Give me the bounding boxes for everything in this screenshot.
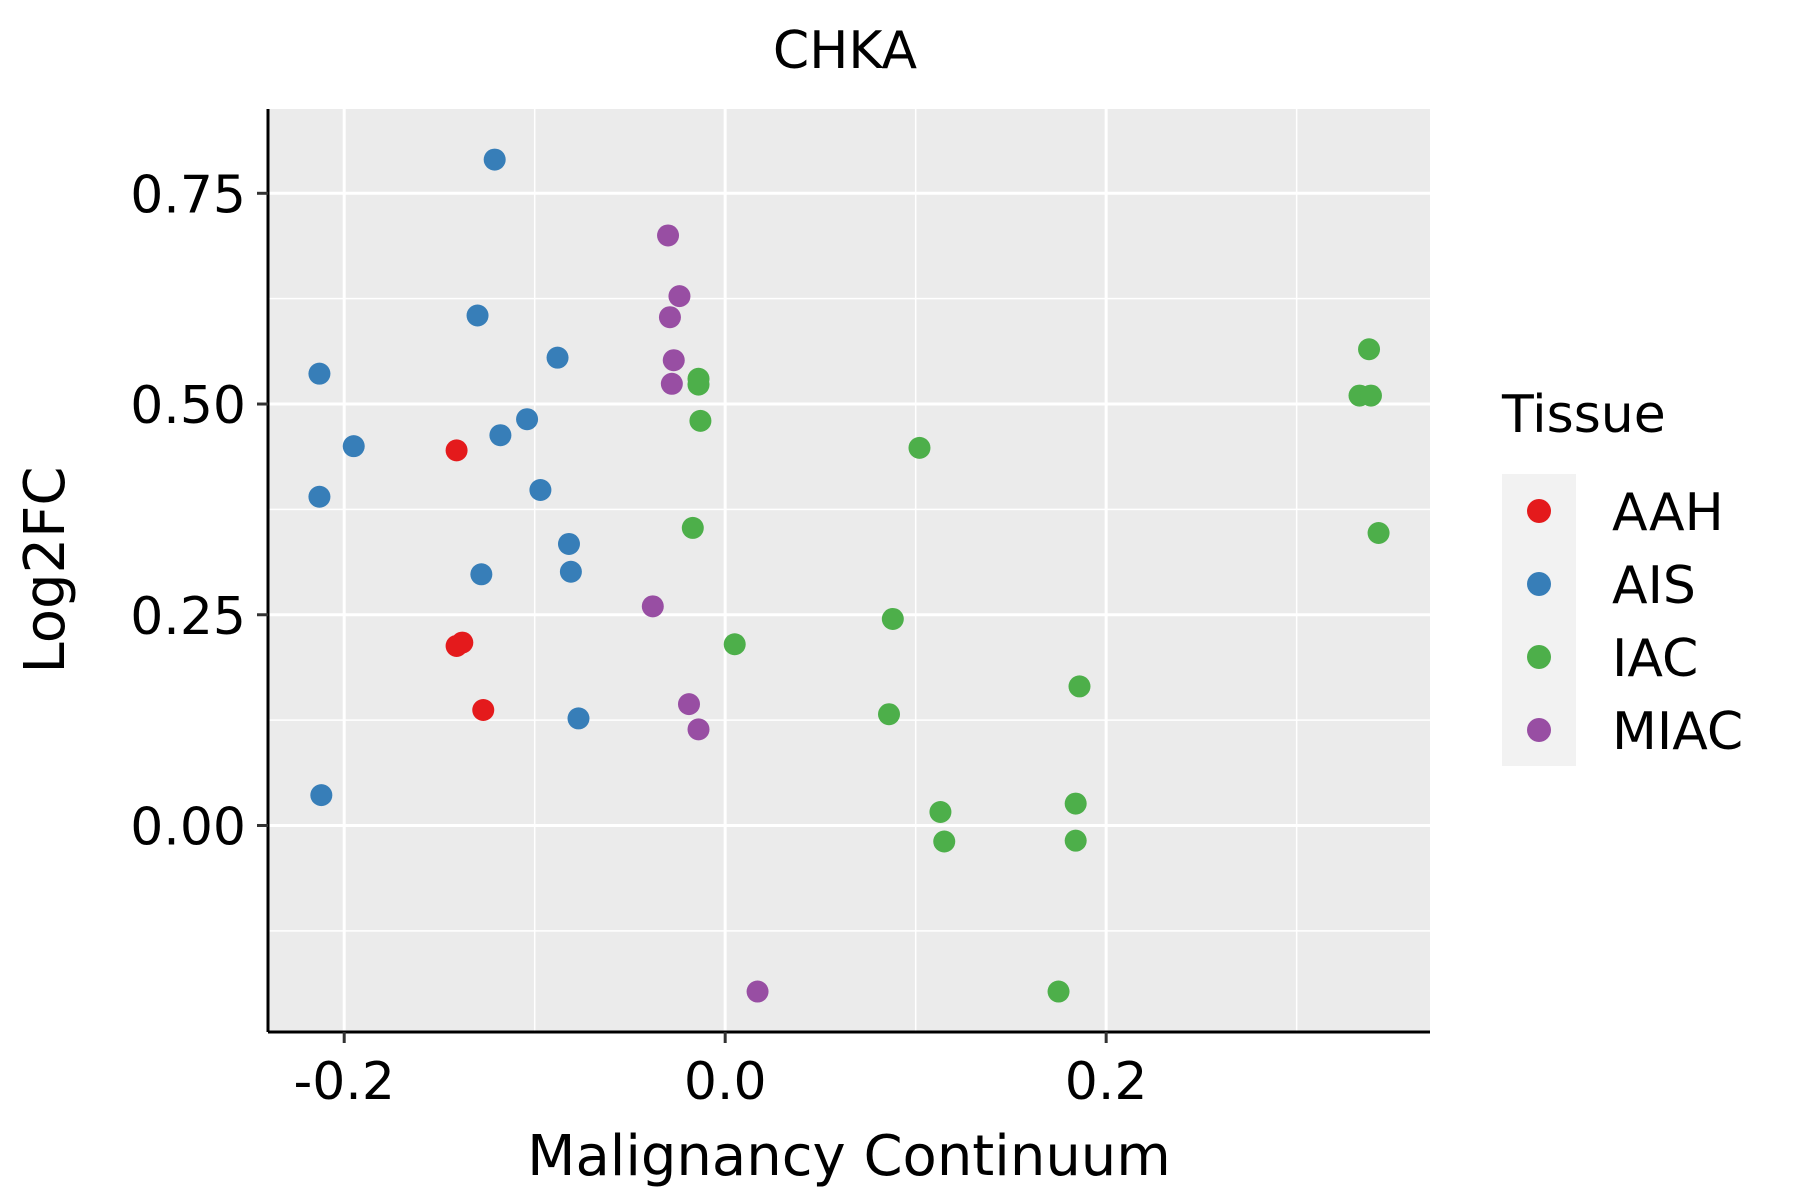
point-ais [557,532,580,555]
y-axis-ticks: 0.00 0.25 0.50 0.75 [130,165,268,857]
point-miac [677,693,700,716]
y-tick-label: 0.75 [130,165,246,225]
point-ais [308,485,331,508]
x-axis-ticks: -0.2 0.0 0.2 [293,1032,1148,1112]
point-ais [342,435,365,458]
legend: Tissue AAH AIS IAC MIAC [1501,385,1743,766]
point-miac [668,285,691,308]
legend-key-iac [1527,645,1551,669]
x-axis-label: Malignancy Continuum [527,1124,1171,1189]
legend-label-miac: MIAC [1612,702,1743,762]
grid-minor-lines [268,109,1430,1032]
point-iac [929,800,952,823]
point-miac [746,980,769,1003]
legend-key-ais [1527,572,1551,596]
point-iac [1047,980,1070,1003]
point-miac [662,349,685,372]
point-ais [308,362,331,385]
point-miac [641,595,664,618]
legend-key-aah [1527,499,1551,523]
y-tick-label: 0.00 [130,797,246,857]
point-ais [466,304,489,327]
point-miac [687,718,710,741]
point-miac [658,306,681,329]
point-iac [881,607,904,630]
point-ais [529,479,552,502]
point-ais [546,346,569,369]
data-points [308,148,1390,1003]
point-ais [483,148,506,171]
point-aah [445,634,468,657]
x-tick-label: -0.2 [293,1052,394,1112]
y-tick-label: 0.50 [130,376,246,436]
point-iac [723,633,746,656]
legend-label-ais: AIS [1612,556,1696,616]
point-iac [1367,521,1390,544]
point-iac [1359,384,1382,407]
point-ais [559,560,582,583]
point-miac [660,372,683,395]
point-miac [657,224,680,247]
point-iac [1358,338,1381,361]
point-iac [681,516,704,539]
y-tick-label: 0.25 [130,587,246,647]
point-iac [878,703,901,726]
point-aah [472,699,495,722]
legend-label-aah: AAH [1612,483,1724,543]
point-aah [445,439,468,462]
point-ais [567,707,590,730]
point-iac [1068,675,1091,698]
point-iac [1064,829,1087,852]
x-tick-label: 0.2 [1065,1052,1148,1112]
grid-major-lines [268,109,1430,1032]
point-iac [1064,792,1087,815]
point-ais [310,784,333,807]
point-iac [687,373,710,396]
chart-title: CHKA [773,21,918,81]
point-ais [470,563,493,586]
point-ais [489,424,512,447]
y-axis-label: Log2FC [13,467,78,674]
point-iac [933,830,956,853]
legend-key-miac [1527,718,1551,742]
legend-title: Tissue [1501,385,1666,445]
legend-entries: AAH AIS IAC MIAC [1527,483,1743,762]
x-tick-label: 0.0 [684,1052,767,1112]
legend-label-iac: IAC [1612,629,1698,689]
plot-panel [268,109,1430,1032]
point-iac [908,436,931,459]
point-iac [689,409,712,432]
point-ais [516,408,539,431]
